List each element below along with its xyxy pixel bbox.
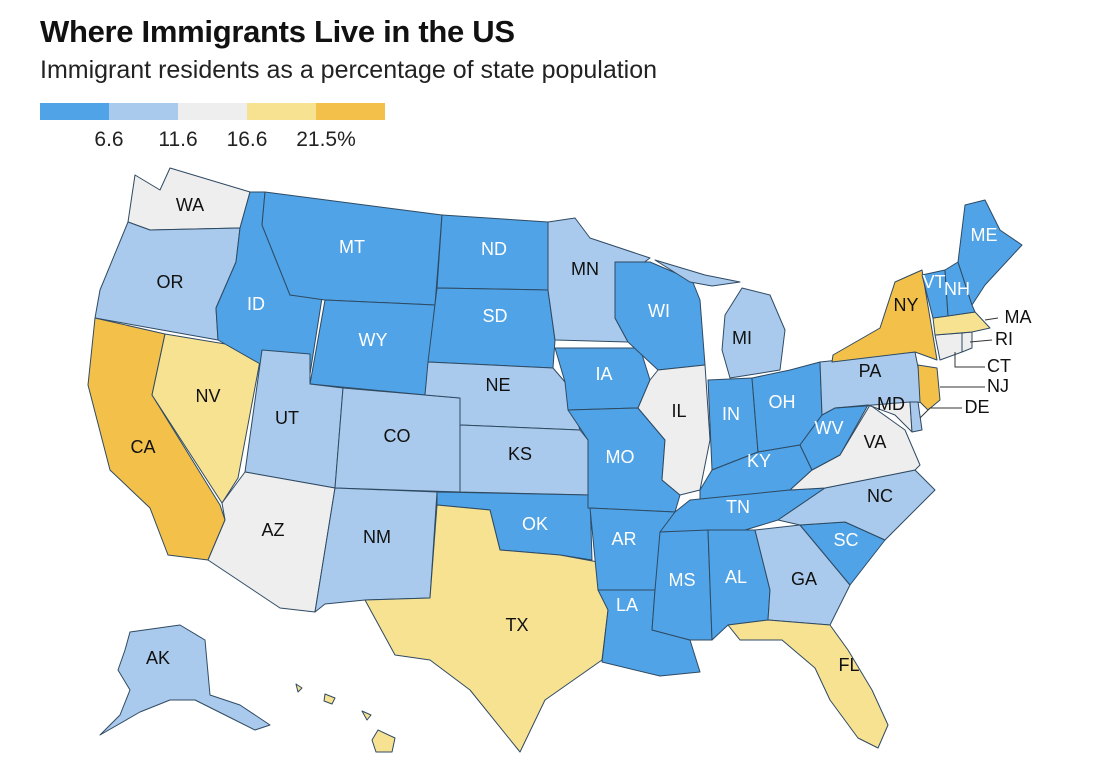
state-TX[interactable] [364,504,609,753]
state-MD[interactable] [834,401,913,433]
state-HI[interactable] [295,683,396,753]
label-WA: WA [176,195,204,215]
label-AZ: AZ [261,520,284,540]
label-ND: ND [481,239,507,259]
label-MN: MN [571,259,599,279]
leader-CT [954,352,985,368]
label-MO: MO [606,447,635,467]
label-GA: GA [791,569,817,589]
label-NJ: NJ [987,376,1009,396]
us-map: WA OR CA NV ID MT WY UT AZ CO NM ND SD N… [0,160,1112,778]
state-NY[interactable] [831,269,938,363]
label-IL: IL [671,401,686,421]
legend-swatch-2 [109,103,178,120]
label-TN: TN [726,497,750,517]
state-FL[interactable] [727,619,889,749]
legend-swatch-3 [178,103,247,120]
label-KS: KS [508,444,532,464]
leader-DE [919,407,962,419]
state-ME[interactable] [957,199,1023,306]
state-MI[interactable] [654,259,786,379]
legend-swatch-1 [40,103,109,120]
label-CA: CA [130,437,155,457]
label-NC: NC [867,486,893,506]
label-NV: NV [195,386,220,406]
label-WY: WY [359,330,388,350]
label-MI: MI [732,328,752,348]
label-NM: NM [363,527,391,547]
label-MS: MS [669,570,696,590]
state-CT[interactable] [934,332,963,361]
state-IL[interactable] [637,364,711,496]
leader-MA [984,317,999,321]
label-ME: ME [971,225,998,245]
legend-swatch-5 [316,103,385,120]
label-OK: OK [522,514,548,534]
color-legend: 6.6 11.6 16.6 21.5% [40,103,385,163]
state-DE[interactable] [909,401,923,433]
label-DE: DE [964,397,989,417]
label-OR: OR [157,272,184,292]
state-SD[interactable] [427,287,556,369]
label-MT: MT [339,237,365,257]
label-MD: MD [877,394,905,414]
legend-tick-1: 6.6 [94,128,124,151]
label-CT: CT [987,356,1011,376]
label-CO: CO [384,426,411,446]
label-IA: IA [595,364,612,384]
chart-subtitle: Immigrant residents as a percentage of s… [40,56,658,84]
label-UT: UT [275,408,299,428]
state-NH[interactable] [944,261,976,317]
label-NY: NY [893,295,918,315]
label-LA: LA [616,595,638,615]
label-NH: NH [944,279,970,299]
legend-tick-4: 21.5% [296,128,356,151]
legend-tick-3: 16.6 [226,128,268,151]
label-KY: KY [747,451,771,471]
label-VA: VA [864,432,887,452]
label-VT: VT [922,272,945,292]
label-PA: PA [859,361,882,381]
label-MA: MA [1005,307,1032,327]
label-SD: SD [482,306,507,326]
legend-tick-2: 11.6 [158,128,198,151]
leader-RI [969,339,993,343]
label-ID: ID [247,294,265,314]
label-RI: RI [995,329,1013,349]
label-TX: TX [505,615,528,635]
label-AK: AK [146,648,170,668]
label-NE: NE [485,375,510,395]
label-AR: AR [611,529,636,549]
label-SC: SC [833,530,858,550]
state-NJ[interactable] [917,364,941,411]
state-NM[interactable] [314,487,438,613]
label-FL: FL [838,655,859,675]
chart-title: Where Immigrants Live in the US [40,14,515,49]
label-AL: AL [725,567,747,587]
label-IN: IN [722,404,740,424]
label-OH: OH [769,392,796,412]
label-WV: WV [815,418,844,438]
label-WI: WI [648,301,670,321]
legend-swatch-4 [247,103,316,120]
state-AK[interactable] [99,624,271,736]
